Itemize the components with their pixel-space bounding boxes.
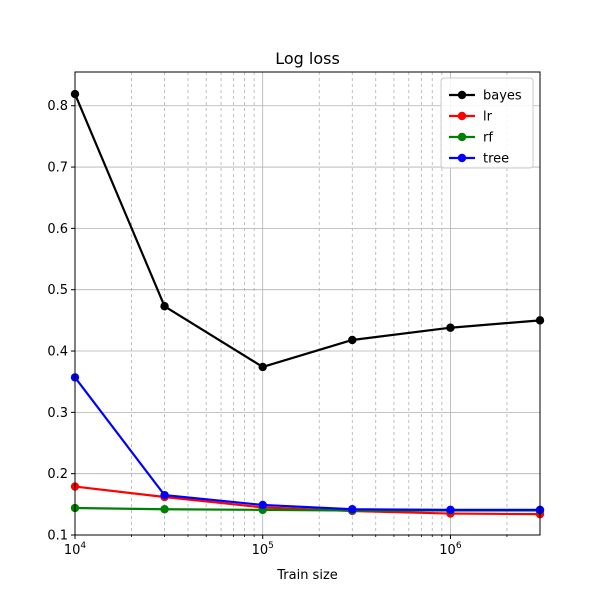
y-tick-label: 0.1 — [47, 529, 68, 544]
series-bayes — [70, 89, 545, 372]
data-point-tree — [160, 490, 169, 500]
data-point-bayes — [348, 335, 357, 345]
plot-frame — [74, 71, 541, 536]
y-tick-label: 0.5 — [47, 283, 68, 298]
legend-label-lr: lr — [483, 110, 493, 125]
series-tree — [70, 373, 545, 515]
legend-marker-rf — [457, 132, 467, 142]
legend-item-bayes: bayes — [449, 89, 522, 104]
data-point-tree — [348, 505, 357, 514]
x-tick-label: 104 — [64, 541, 87, 558]
y-tick-label: 0.8 — [47, 99, 68, 114]
y-tick-label: 0.6 — [47, 222, 68, 237]
legend-marker-lr — [457, 111, 467, 121]
x-tick-label: 106 — [439, 541, 462, 558]
y-tick-label: 0.4 — [47, 345, 68, 360]
series-layer — [70, 89, 545, 519]
x-tick-label: 105 — [252, 541, 274, 558]
data-point-bayes — [160, 302, 169, 311]
y-tick-label: 0.3 — [47, 406, 68, 421]
legend-label-bayes: bayes — [483, 89, 522, 104]
data-point-tree — [258, 500, 267, 510]
data-point-bayes — [446, 323, 455, 332]
series-line-bayes — [73, 93, 541, 369]
legend-box — [440, 77, 534, 169]
legend-item-tree: tree — [449, 152, 509, 167]
legend-marker-tree — [457, 153, 467, 163]
chart-title: Log loss — [275, 49, 340, 68]
data-point-tree — [446, 505, 455, 515]
data-point-rf — [160, 505, 169, 514]
y-tick-label: 0.2 — [47, 467, 68, 482]
y-tick-label: 0.7 — [47, 161, 68, 176]
legend-label-tree: tree — [483, 152, 509, 167]
legend-label-rf: rf — [483, 131, 493, 146]
legend: bayes lr rf tree — [440, 77, 534, 169]
data-point-bayes — [258, 362, 267, 372]
legend-marker-bayes — [457, 90, 467, 100]
series-line-tree — [74, 376, 540, 511]
legend-item-rf: rf — [449, 131, 493, 146]
axis-ticks: 0.1 0.2 0.3 0.4 0.5 0.6 0.7 0.8 104 105 106 — [47, 99, 508, 558]
x-axis-label: Train size — [276, 568, 338, 583]
legend-item-lr: lr — [449, 110, 493, 125]
minor-grid — [131, 72, 508, 535]
